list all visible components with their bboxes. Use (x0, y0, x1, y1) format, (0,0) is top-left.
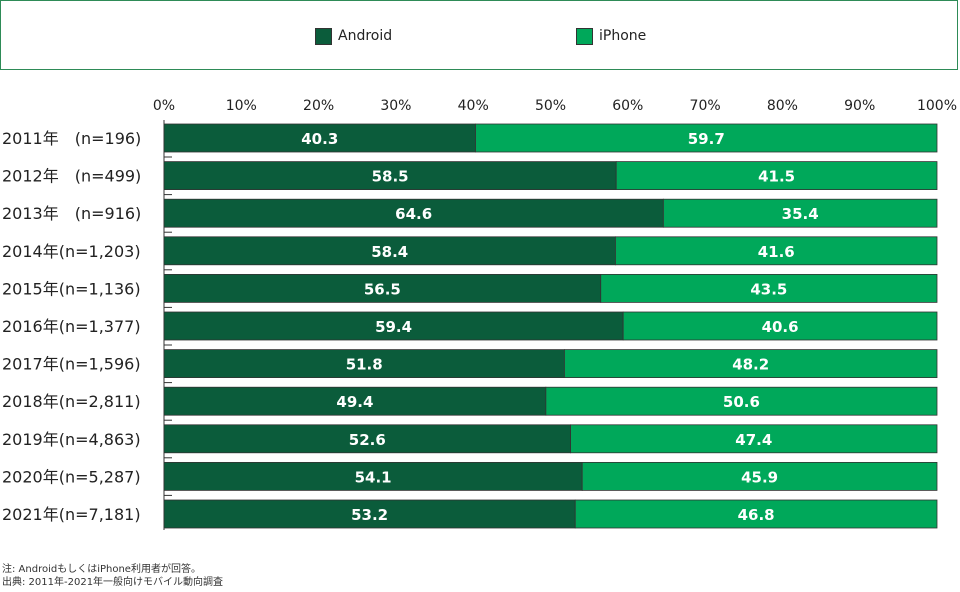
bar-iphone (564, 349, 938, 379)
data-label-iphone: 47.4 (735, 431, 772, 449)
bar-iphone (545, 386, 938, 416)
bar-iphone (622, 311, 938, 341)
data-label-android: 59.4 (375, 318, 412, 336)
data-label-iphone: 46.8 (738, 506, 775, 524)
data-label-android: 40.3 (301, 130, 338, 148)
category-label: 2018年(n=2,811) (2, 392, 141, 411)
category-label: 2019年(n=4,863) (2, 430, 141, 449)
x-tick-label: 10% (226, 98, 257, 114)
category-label: 2020年(n=5,287) (2, 467, 141, 486)
x-tick-label: 80% (767, 98, 798, 114)
bar-iphone (615, 236, 938, 266)
x-tick-label: 0% (153, 98, 175, 114)
data-label-android: 53.2 (351, 506, 388, 524)
data-label-android: 54.1 (355, 468, 392, 486)
bar-android (163, 273, 602, 303)
data-label-android: 56.5 (364, 280, 401, 298)
x-tick-label: 50% (535, 98, 566, 114)
notes: 注: AndroidもしくはiPhone利用者が回答。 出典: 2011年-20… (2, 563, 223, 589)
bar-android (163, 236, 616, 266)
data-label-android: 58.5 (372, 168, 409, 186)
x-tick-label: 20% (303, 98, 334, 114)
source-text: 出典: 2011年-2021年一般向けモバイル動向調査 (2, 577, 224, 588)
note-text: 注: AndroidもしくはiPhone利用者が回答。 (2, 564, 201, 575)
bar-iphone (615, 161, 938, 191)
bar-android (163, 161, 617, 191)
legend-swatch-iphone (576, 27, 593, 45)
x-tick-label: 90% (844, 98, 875, 114)
category-label: 2017年(n=1,596) (2, 355, 141, 374)
stacked-bar-chart: 0% 10% 20% 30% 40% 50% 60% 70% 80% 90% 100% 2011年 (… (2, 98, 957, 530)
bar-iphone (581, 461, 938, 491)
data-label-iphone: 48.2 (732, 356, 769, 374)
legend-item-iphone: iPhone (576, 27, 646, 45)
bar-iphone (662, 198, 938, 228)
bar-iphone (570, 424, 938, 454)
category-label: 2012年 (n=499) (2, 167, 141, 186)
x-tick-label: 40% (458, 98, 489, 114)
category-label: 2014年(n=1,203) (2, 242, 141, 261)
bar-android (163, 198, 664, 228)
bar-iphone (475, 123, 938, 153)
legend-swatch-android (315, 27, 332, 45)
data-label-android: 52.6 (349, 431, 386, 449)
category-label: 2016年(n=1,377) (2, 317, 141, 336)
data-label-android: 51.8 (346, 356, 383, 374)
data-label-android: 49.4 (336, 393, 373, 411)
data-label-iphone: 41.6 (758, 243, 795, 261)
legend-label-iphone: iPhone (599, 28, 647, 44)
x-tick-label: 60% (612, 98, 643, 114)
category-label: 2011年 (n=196) (2, 129, 141, 148)
x-tick-label: 100% (917, 98, 957, 114)
data-label-iphone: 45.9 (741, 468, 778, 486)
x-tick-label: 70% (690, 98, 721, 114)
data-label-iphone: 59.7 (688, 130, 725, 148)
data-label-android: 64.6 (395, 205, 432, 223)
data-label-iphone: 50.6 (723, 393, 760, 411)
legend-item-android: Android (315, 27, 392, 45)
x-tick-label: 30% (380, 98, 411, 114)
data-label-iphone: 40.6 (762, 318, 799, 336)
bar-android (163, 349, 565, 379)
bar-iphone (600, 273, 938, 303)
data-label-android: 58.4 (371, 243, 408, 261)
data-label-iphone: 43.5 (750, 280, 787, 298)
legend-label-android: Android (338, 28, 393, 44)
category-label: 2015年(n=1,136) (2, 279, 141, 298)
bar-android (163, 386, 547, 416)
bar-iphone (574, 499, 938, 529)
bar-android (163, 311, 624, 341)
category-label: 2021年(n=7,181) (2, 505, 141, 524)
data-label-iphone: 35.4 (782, 205, 819, 223)
bar-android (163, 123, 476, 153)
category-label: 2013年 (n=916) (2, 204, 141, 223)
legend: Android iPhone (0, 0, 958, 70)
data-label-iphone: 41.5 (758, 168, 795, 186)
